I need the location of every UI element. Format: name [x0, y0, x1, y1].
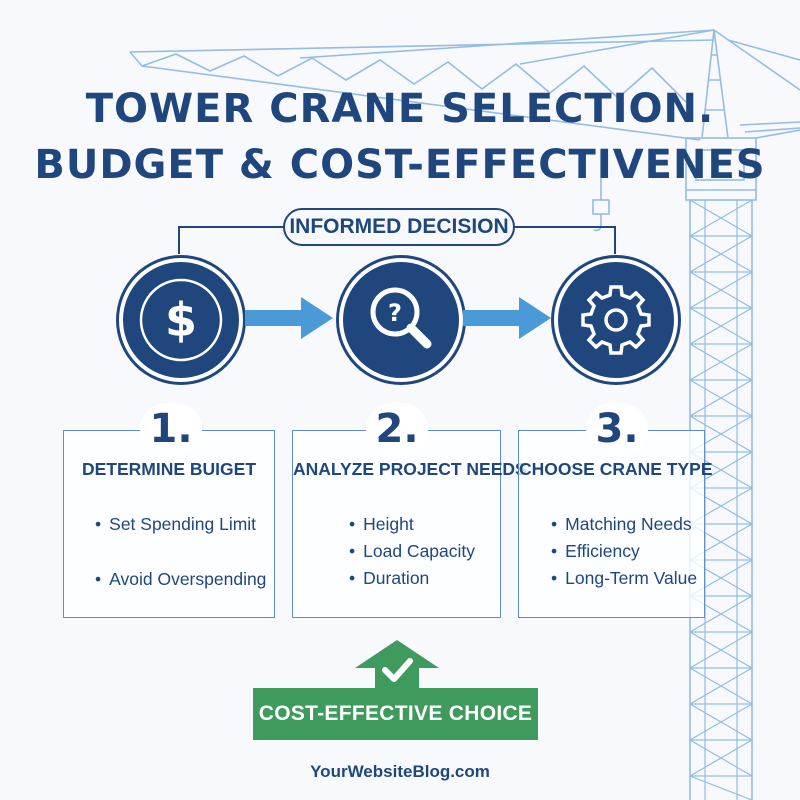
step-3-circle: [554, 258, 678, 382]
checkmark-icon: [382, 658, 413, 682]
step-2-number: 2.: [366, 403, 428, 455]
arrow-right-icon: [245, 297, 333, 339]
svg-text:?: ?: [388, 299, 402, 327]
title-line-2: BUDGET & COST-EFFECTIVENES: [34, 142, 766, 188]
cost-effective-choice-banner: COST-EFFECTIVE CHOICE: [253, 688, 538, 740]
title-line-1: TOWER CRANE SELECTION.: [85, 86, 715, 132]
step-3-number: 3.: [586, 403, 648, 455]
arrow-right-icon: [463, 297, 551, 339]
step-3-box: CHOOSE CRANE TYPE Matching Needs Efficie…: [518, 430, 713, 618]
step-1-circle: $: [119, 258, 243, 382]
up-arrow-icon: [355, 640, 439, 690]
step-1-title: DETERMINE BUIGET: [81, 459, 257, 479]
svg-text:$: $: [165, 293, 197, 347]
bullet-item: Duration: [293, 565, 500, 592]
step-1-number: 1.: [140, 403, 202, 455]
step-2-circle: ?: [339, 258, 463, 382]
bullet-item: Matching Needs: [519, 511, 704, 538]
bullet-item: Height: [293, 511, 500, 538]
gear-icon: [581, 285, 651, 355]
step-3-title: CHOOSE CRANE TYPE: [519, 459, 713, 479]
step-2-title: ANALYZE PROJECT NEEDS: [293, 459, 527, 479]
step-2-box: ANALYZE PROJECT NEEDS Height Load Capaci…: [292, 430, 527, 618]
step-1-box: DETERMINE BUIGET Set Spending Limit Avoi…: [63, 430, 275, 618]
footer-website: YourWebsiteBlog.com: [310, 762, 490, 781]
bullet-item: Load Capacity: [293, 538, 500, 565]
bullet-item: Set Spending Limit: [64, 511, 274, 538]
informed-decision-label: INFORMED DECISION: [283, 208, 515, 246]
bullet-item: Avoid Overspending: [64, 566, 274, 593]
magnifier-question-icon: ?: [370, 287, 432, 349]
bullet-item: Long-Term Value: [519, 565, 704, 592]
bullet-item: Efficiency: [519, 538, 704, 565]
dollar-icon: $: [139, 278, 223, 362]
